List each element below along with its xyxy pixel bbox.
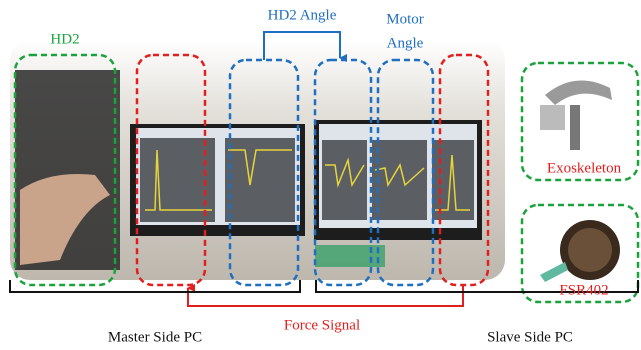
label: Angle <box>387 35 424 51</box>
label: Force Signal <box>284 317 360 333</box>
label: FSR402 <box>559 282 608 298</box>
label: Exoskeleton <box>547 160 622 176</box>
force-arrow <box>188 285 463 306</box>
figure: HD2 HD2 Angle Motor Angle Exoskeleton FS… <box>0 0 641 350</box>
page: {"labels": {"hd2": "HD2", "hd2_angle": "… <box>0 0 641 350</box>
label: Master Side PC <box>108 329 202 345</box>
fsr402-image <box>540 220 620 282</box>
exoskeleton-image <box>540 80 612 150</box>
label: HD2 Angle <box>268 7 337 23</box>
label: Slave Side PC <box>487 329 573 345</box>
photo <box>10 40 505 280</box>
label: HD2 <box>50 31 79 47</box>
label: Motor <box>386 11 424 27</box>
